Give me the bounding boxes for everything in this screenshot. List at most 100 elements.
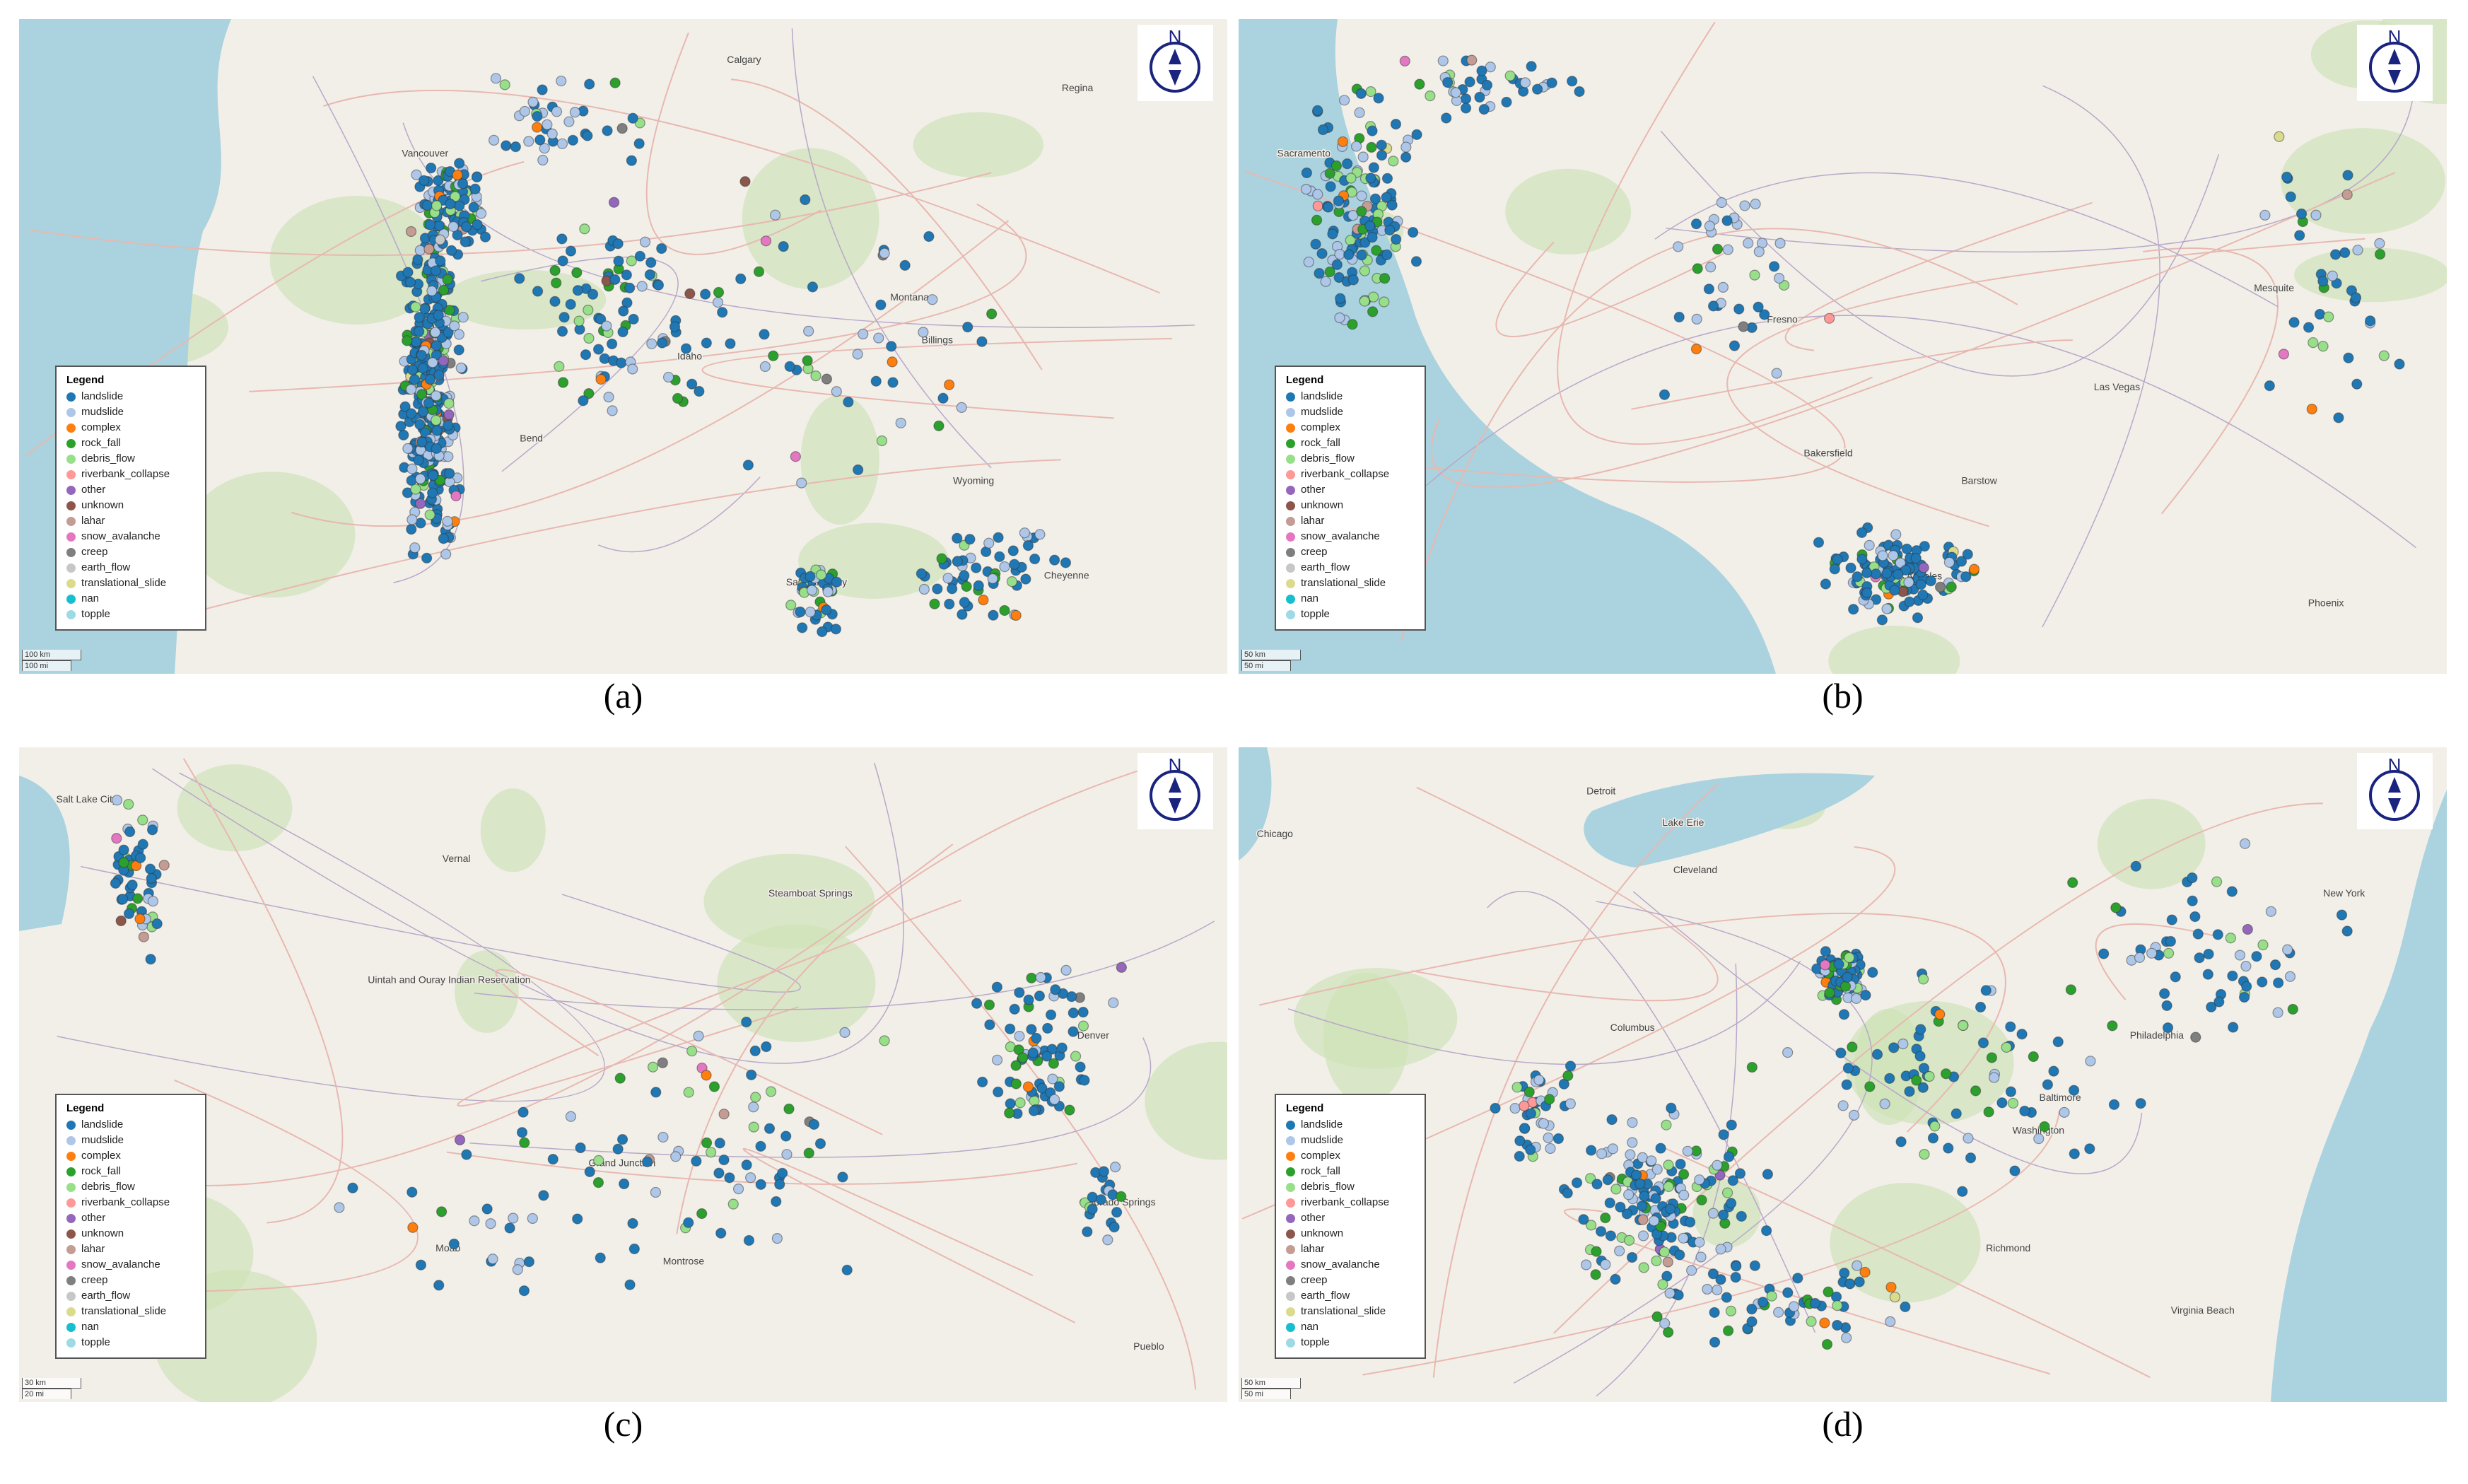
landslide-marker: [1381, 249, 1393, 260]
landslide-marker: [537, 154, 549, 166]
landslide-marker: [1538, 1118, 1550, 1129]
landslide-marker: [727, 1198, 739, 1210]
landslide-marker: [1893, 568, 1904, 580]
landslide-marker: [1648, 1215, 1660, 1227]
landslide-marker: [1388, 156, 1399, 167]
landslide-marker: [527, 96, 539, 107]
legend-item: mudslide: [66, 404, 195, 420]
legend-item: unknown: [66, 498, 195, 513]
legend-swatch: [66, 1244, 76, 1254]
landslide-marker: [1871, 1048, 1883, 1060]
landslide-marker: [1384, 224, 1396, 236]
landslide-marker: [431, 200, 443, 211]
legend-swatch: [66, 532, 76, 542]
landslide-marker: [617, 326, 628, 338]
landslide-marker: [609, 77, 621, 88]
landslide-marker: [427, 487, 438, 498]
legend-item: complex: [1286, 1148, 1415, 1164]
landslide-marker: [841, 1264, 853, 1275]
landslide-marker: [347, 1182, 358, 1193]
landslide-marker: [138, 931, 149, 942]
legend-label: landslide: [1301, 1118, 1343, 1130]
scale-km: 50 km: [1241, 1378, 1301, 1389]
water: [2271, 790, 2447, 1402]
landslide-marker: [983, 537, 995, 549]
legend-label: lahar: [81, 515, 105, 527]
landslide-marker: [1911, 1075, 1922, 1086]
legend-swatch: [66, 1338, 76, 1348]
landslide-marker: [603, 392, 614, 403]
landslide-marker: [1379, 296, 1390, 308]
landslide-marker: [416, 389, 428, 400]
landslide-marker: [2166, 914, 2177, 925]
landslide-marker: [2317, 341, 2329, 352]
landslide-marker: [583, 304, 594, 316]
landslide-marker: [442, 274, 453, 285]
landslide-marker: [1835, 1047, 1847, 1058]
place-label: Fresno: [1767, 314, 1798, 325]
landslide-marker: [1545, 1143, 1556, 1155]
landslide-marker: [1655, 1143, 1666, 1154]
legend-swatch: [66, 547, 76, 557]
landslide-marker: [602, 125, 613, 136]
landslide-marker: [1381, 173, 1393, 184]
landslide-marker: [1004, 1107, 1015, 1118]
landslide-marker: [1614, 1245, 1625, 1256]
legend-item: other: [66, 1210, 195, 1226]
landslide-marker: [438, 533, 449, 544]
landslide-marker: [2308, 337, 2319, 349]
landslide-marker: [2341, 925, 2353, 937]
landslide-marker: [557, 255, 568, 267]
landslide-marker: [426, 285, 438, 297]
landslide-marker: [1715, 1274, 1726, 1285]
landslide-marker: [1914, 1051, 1926, 1062]
landslide-marker: [993, 1086, 1004, 1098]
landslide-marker: [2130, 860, 2141, 872]
landslide-marker: [2343, 352, 2354, 363]
landslide-marker: [1476, 65, 1487, 76]
landslide-marker: [1761, 1225, 1772, 1237]
landslide-marker: [1758, 1297, 1769, 1308]
landslide-marker: [1369, 193, 1381, 204]
landslide-marker: [1759, 309, 1770, 320]
legend-swatch: [66, 407, 76, 417]
compass-ring: [1150, 770, 1200, 821]
caption: (c): [603, 1404, 643, 1444]
map-canvas: Salt Lake City Vernal Denver Grand Junction…: [19, 758, 1227, 1402]
legend-swatch: [1286, 438, 1295, 448]
landslide-marker: [944, 598, 955, 610]
landslide-marker: [1678, 1169, 1690, 1180]
landslide-marker: [442, 515, 453, 527]
landslide-marker: [1832, 1319, 1843, 1331]
landslide-marker: [512, 1264, 523, 1275]
road: [676, 766, 1152, 1234]
landslide-marker: [469, 1215, 480, 1227]
place-label: Calgary: [727, 54, 761, 65]
landslide-marker: [1989, 1072, 2000, 1083]
road: [1400, 228, 2018, 643]
landslide-marker: [1842, 1063, 1854, 1074]
landslide-marker: [807, 281, 819, 293]
landslide-marker: [1007, 545, 1019, 556]
landslide-marker: [2285, 191, 2296, 202]
landslide-marker: [852, 349, 863, 360]
landslide-marker: [606, 338, 618, 350]
landslide-marker: [2019, 1105, 2030, 1117]
legend-label: riverbank_collapse: [1301, 1196, 1390, 1208]
scale-mi: 50 mi: [1241, 1389, 1291, 1399]
landslide-marker: [501, 140, 512, 151]
landslide-marker: [118, 844, 129, 855]
landslide-marker: [822, 586, 834, 597]
landslide-marker: [1839, 1268, 1850, 1279]
landslide-marker: [1809, 1297, 1821, 1309]
landslide-marker: [1705, 262, 1717, 273]
landslide-marker: [532, 286, 544, 297]
landslide-marker: [454, 1134, 466, 1145]
landslide-marker: [1605, 1230, 1616, 1241]
landslide-marker: [653, 279, 665, 291]
landslide-marker: [725, 338, 736, 349]
landslide-marker: [402, 443, 414, 454]
landslide-marker: [538, 1190, 549, 1201]
landslide-marker: [2378, 350, 2390, 361]
landslide-marker: [624, 282, 636, 293]
